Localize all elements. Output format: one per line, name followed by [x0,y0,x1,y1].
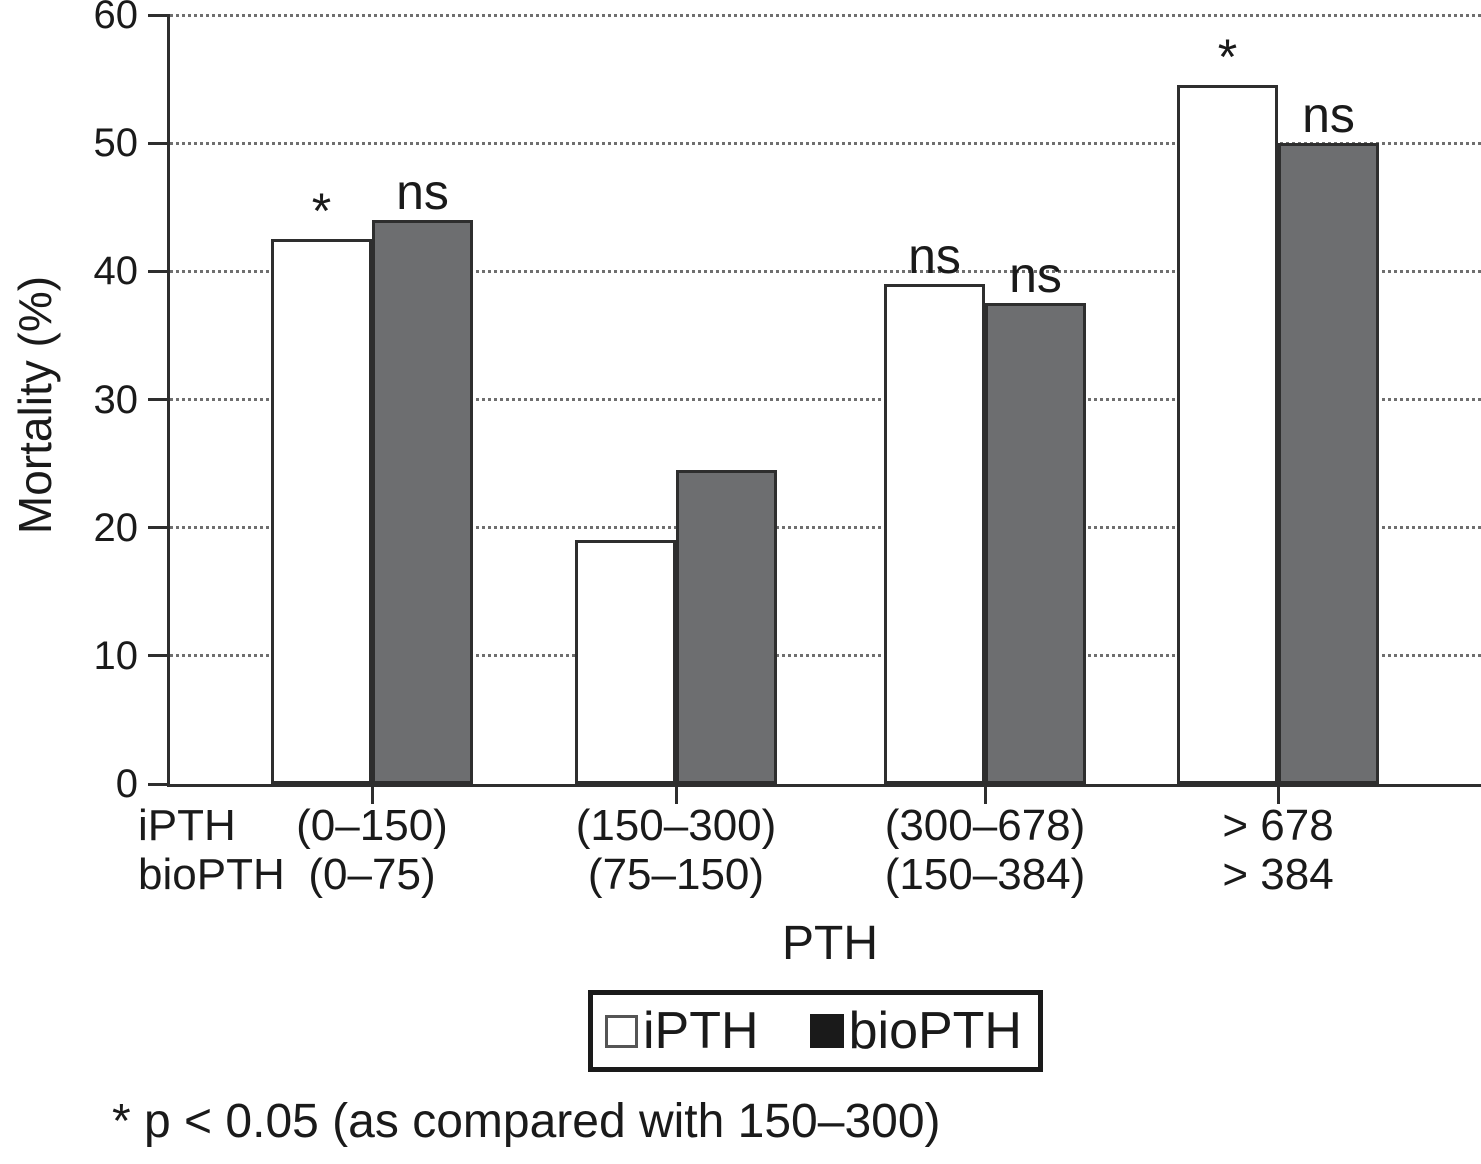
x-label-ipth-group4: > 678 [1222,801,1334,850]
plot-area: * ns ns ns * ns [167,13,1481,787]
x-axis-row-label-ipth: iPTH [138,801,236,850]
legend-entry-biopth: bioPTH [809,1002,1022,1060]
legend-entry-ipth: iPTH [605,1003,759,1059]
black-square-swatch [809,1014,844,1048]
gridline-60 [170,13,1481,17]
y-tick-50 [148,141,170,145]
y-tick-label-50: 50 [93,121,139,166]
bar-biopth-group2 [676,470,777,784]
significance-annotation-ipth-group3: ns [908,228,961,284]
gridline-20 [170,526,1481,530]
gridline-50 [170,141,1481,145]
y-tick-0 [148,782,170,786]
gridline-30 [170,398,1481,401]
x-label-biopth-group2: (75–150) [587,850,765,899]
bar-biopth-group3 [985,303,1086,784]
significance-footnote: * p < 0.05 (as compared with 150–300) [112,1095,941,1148]
legend-box: iPTH bioPTH [588,990,1043,1072]
gridline-10 [170,654,1481,658]
y-tick-30 [148,398,170,401]
x-tick-group3 [983,784,987,804]
gridline-40 [170,269,1481,273]
x-axis-baseline [167,784,1481,787]
y-tick-label-30: 30 [93,377,139,422]
bar-ipth-group3 [884,284,985,784]
significance-annotation-biopth-group3: ns [1009,247,1062,303]
x-label-ipth-group1: (0–150) [296,801,448,850]
x-axis-title: PTH [782,917,878,970]
x-label-biopth-group4: > 384 [1222,850,1334,899]
bar-biopth-group4 [1278,143,1379,784]
y-tick-60 [148,13,170,17]
significance-annotation-ipth-group1: * [311,183,332,239]
x-tick-group4 [1276,784,1280,804]
y-tick-20 [148,526,170,530]
significance-annotation-biopth-group4: ns [1302,87,1355,143]
bar-ipth-group2 [575,540,676,784]
significance-annotation-biopth-group1: ns [396,164,449,220]
y-tick-label-20: 20 [93,505,139,550]
x-axis-row-label-biopth: bioPTH [138,850,285,899]
y-axis-line [167,15,170,787]
x-tick-group1 [370,784,374,804]
y-tick-label-60: 60 [93,0,139,37]
x-tick-group2 [674,784,678,804]
bar-ipth-group4 [1177,85,1278,784]
y-tick-label-40: 40 [93,249,139,294]
white-square-swatch [605,1014,638,1048]
legend-label-biopth: bioPTH [848,1002,1022,1060]
significance-annotation-ipth-group4: * [1217,29,1238,85]
bar-biopth-group1 [372,220,473,784]
x-label-biopth-group3: (150–384) [884,850,1086,899]
y-tick-label-10: 10 [93,633,139,678]
x-label-ipth-group3: (300–678) [884,801,1086,850]
bar-ipth-group1 [271,239,372,784]
y-tick-10 [148,654,170,658]
x-label-ipth-group2: (150–300) [575,801,777,850]
x-label-biopth-group1: (0–75) [308,850,436,899]
legend-label-ipth: iPTH [643,1002,759,1060]
y-tick-40 [148,269,170,273]
y-tick-label-0: 0 [115,762,138,806]
